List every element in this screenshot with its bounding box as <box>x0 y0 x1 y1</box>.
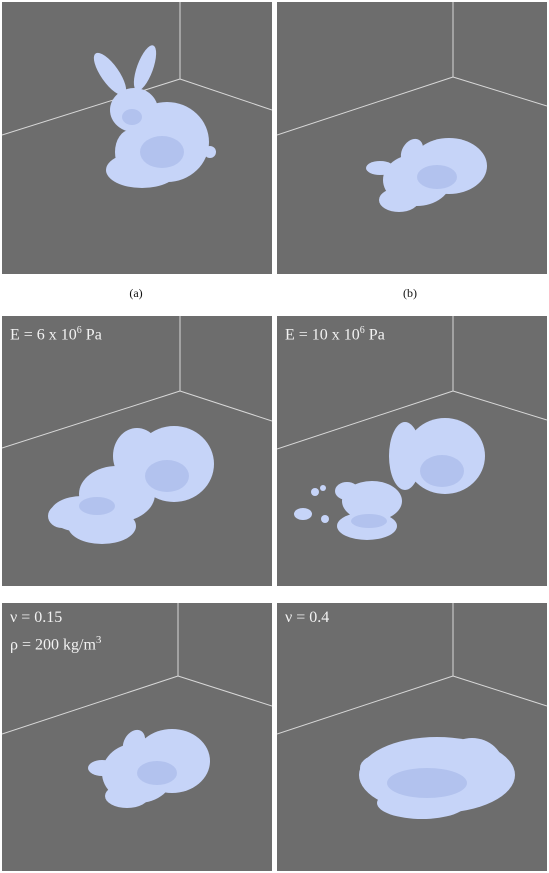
panel-f-scene <box>277 603 547 819</box>
stiffness-label-exponent: 6 <box>76 325 82 336</box>
left-floor-edge <box>2 390 181 449</box>
panel-e-scene <box>2 603 272 808</box>
panel-b-collapsed-bunny <box>277 2 547 274</box>
right-floor-edge <box>177 675 272 707</box>
stiffness-label: E = 10 x 106 Pa <box>285 320 385 346</box>
left-floor-edge <box>277 390 454 450</box>
poisson-ratio-label: ν = 0.15 <box>10 609 63 626</box>
stiffness-label-unit: Pa <box>81 326 102 344</box>
stiffness-label-exponent: 6 <box>359 325 365 336</box>
bunny-fractured-soft <box>48 426 214 544</box>
panel-d-scene <box>277 316 547 540</box>
panel-c-stiffness-6e6: E = 6 x 106 Pa <box>2 316 272 586</box>
caption-b: (b) <box>403 286 417 300</box>
right-floor-edge <box>179 390 272 422</box>
panel-a-scene <box>2 2 272 188</box>
stiffness-label: E = 6 x 106 Pa <box>10 320 102 346</box>
left-floor-edge <box>2 675 179 735</box>
right-floor-edge <box>452 675 547 707</box>
density-label-exponent: 3 <box>95 634 102 646</box>
stiffness-label-text: E = 6 x 10 <box>10 326 77 344</box>
panel-f-poisson-0-4: ν = 0.4 <box>277 603 547 871</box>
panel-c-scene <box>2 316 272 544</box>
poisson-ratio-label: ν = 0.4 <box>285 609 330 626</box>
right-floor-edge <box>452 76 547 107</box>
panel-d-stiffness-10e6: E = 10 x 106 Pa <box>277 316 547 586</box>
density-label-text: ρ = 200 kg/m <box>10 636 96 654</box>
left-floor-edge <box>277 675 454 735</box>
density-label: ρ = 200 kg/m3 <box>10 629 101 656</box>
panel-e-poisson-0-15-density-200: ν = 0.15 ρ = 200 kg/m3 <box>2 603 272 871</box>
left-floor-edge <box>2 78 181 136</box>
stiffness-label-text: E = 10 x 10 <box>285 326 360 344</box>
panel-a-upright-bunny <box>2 2 272 274</box>
panel-b-scene <box>277 2 547 212</box>
right-floor-edge <box>452 390 547 421</box>
right-floor-edge <box>179 78 272 111</box>
left-floor-edge <box>277 76 454 136</box>
stiffness-label-unit: Pa <box>364 326 385 344</box>
caption-a: (a) <box>129 286 143 300</box>
